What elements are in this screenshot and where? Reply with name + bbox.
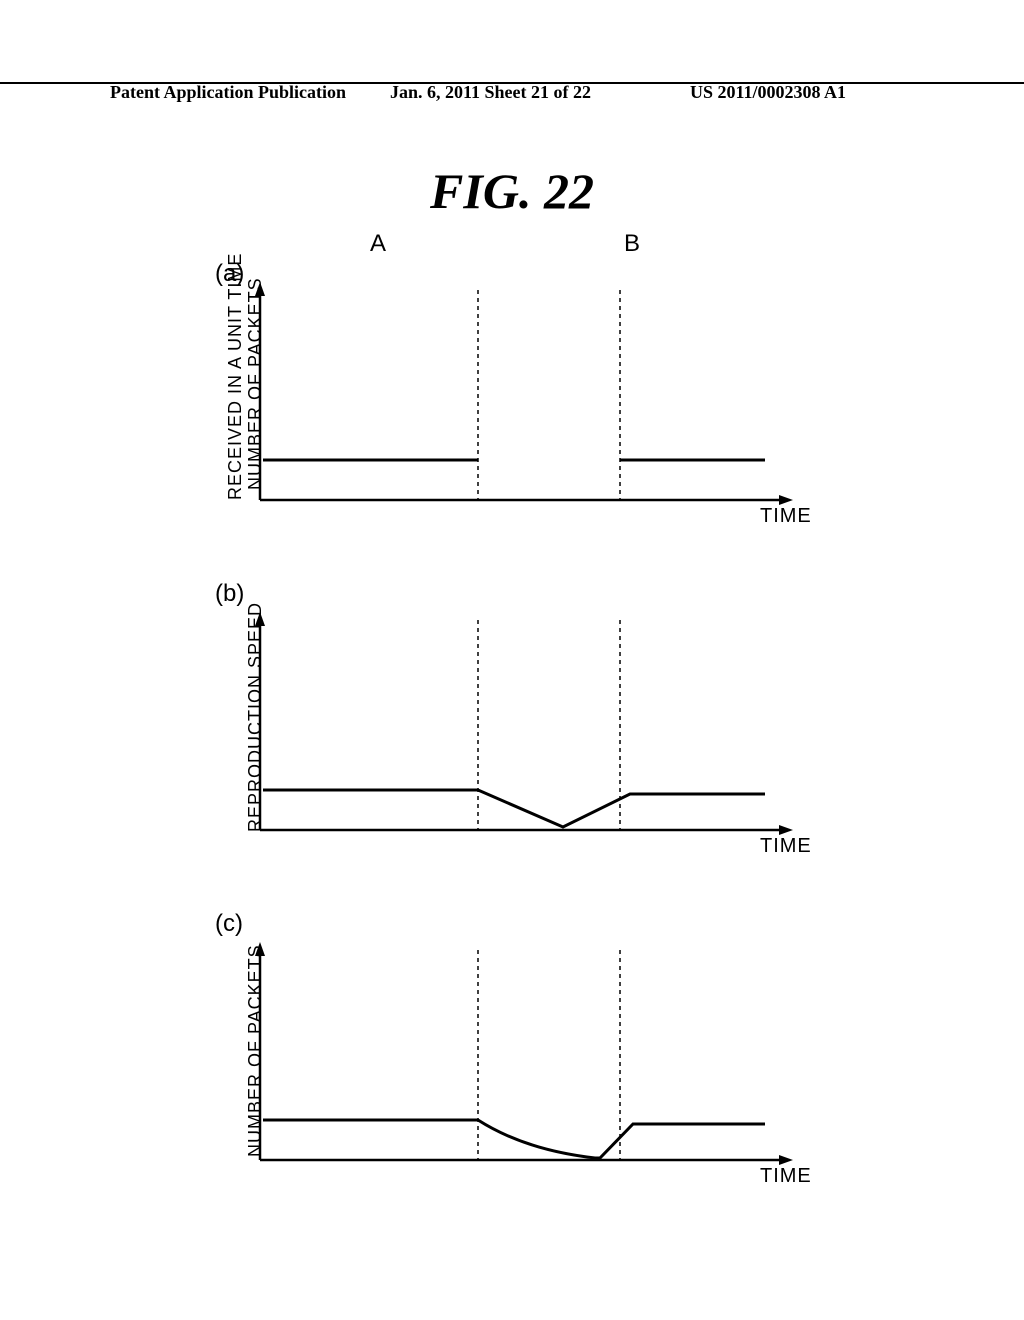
series-c (263, 1120, 765, 1158)
x-label-c: TIME (760, 1165, 812, 1188)
panel-label-b: (b) (215, 580, 244, 608)
figure-title: FIG. 22 (0, 162, 1024, 220)
x-axis-arrow-b (779, 825, 793, 835)
x-axis-arrow-a (779, 495, 793, 505)
x-label-b: TIME (760, 835, 812, 858)
x-axis-arrow-c (779, 1155, 793, 1165)
x-label-a: TIME (760, 505, 812, 528)
header-left: Patent Application Publication (110, 82, 346, 103)
y-label-b: REPRODUCTION SPEED (245, 602, 266, 832)
chart-a (255, 280, 815, 540)
page: Patent Application Publication Jan. 6, 2… (0, 0, 1024, 1320)
chart-b (255, 610, 815, 870)
panel-label-c: (c) (215, 910, 243, 938)
y-label-a-line2: RECEIVED IN A UNIT TIME (225, 253, 246, 500)
time-marker-A: A (370, 230, 386, 258)
y-label-a-line1: NUMBER OF PACKETS (245, 277, 266, 490)
header-center: Jan. 6, 2011 Sheet 21 of 22 (390, 82, 591, 103)
time-marker-B: B (624, 230, 640, 258)
header-right: US 2011/0002308 A1 (690, 82, 846, 103)
series-b (263, 790, 765, 827)
chart-c (255, 940, 815, 1200)
y-label-c: NUMBER OF PACKETS (245, 944, 266, 1157)
